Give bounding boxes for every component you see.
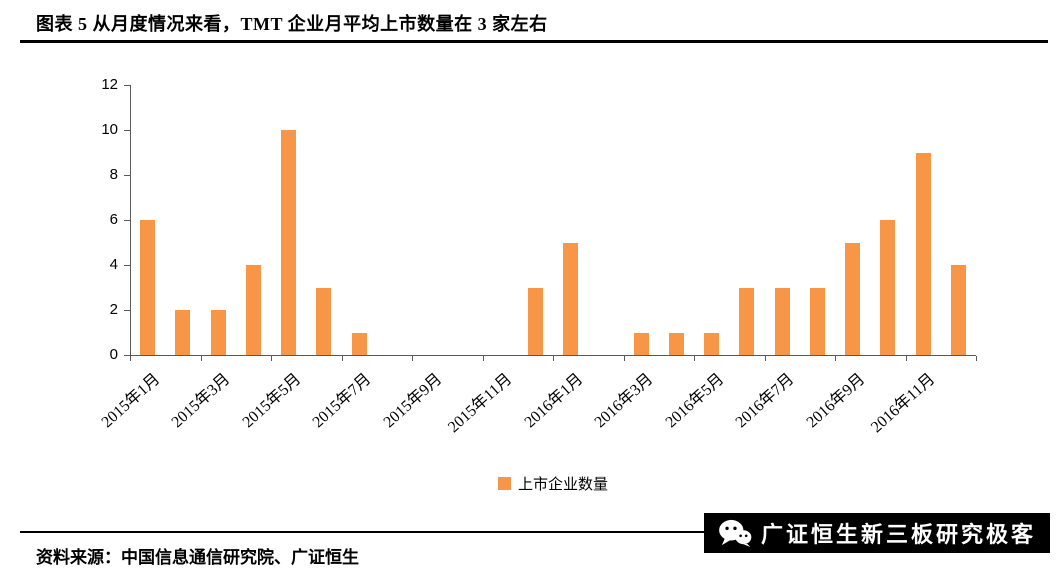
x-axis-tick [764, 356, 766, 361]
y-axis-tick [124, 175, 130, 176]
plot-area [130, 85, 976, 356]
footer-divider [20, 531, 1048, 533]
legend-label: 上市企业数量 [517, 477, 608, 493]
y-axis-label-6: 6 [109, 211, 118, 228]
x-axis-tick [200, 356, 202, 361]
y-axis-label-4: 4 [109, 256, 118, 273]
bar-2015年3月 [210, 310, 226, 355]
chart-legend: 上市企业数量 [130, 473, 976, 494]
y-axis-label-0: 0 [109, 346, 118, 363]
y-axis-tick [124, 265, 130, 266]
y-axis-label-10: 10 [101, 121, 118, 138]
bar-2016年8月 [809, 287, 825, 355]
x-axis-tick [482, 356, 484, 361]
bar-2015年5月 [281, 130, 297, 355]
bar-2016年3月 [633, 332, 649, 355]
source-note: 资料来源：中国信息通信研究院、广证恒生 [36, 548, 359, 567]
x-axis-tick [976, 356, 977, 361]
bar-2016年7月 [774, 287, 790, 355]
watermark-text: 广证恒生新三板研究极客 [760, 522, 1036, 547]
x-axis-tick [553, 356, 554, 361]
bar-chart: 上市企业数量 0 2 4 6 8 10 12 2015年1月 2015年3月 2015年5月 201… [98, 76, 977, 494]
bar-2016年9月 [845, 242, 861, 355]
x-axis-tick [694, 356, 695, 361]
figure-title: 图表 5 从月度情况来看，TMT 企业月平均上市数量在 3 家左右 [36, 14, 548, 34]
legend-swatch [497, 477, 511, 490]
x-axis-tick [905, 356, 907, 361]
bar-2016年5月 [704, 332, 720, 355]
bar-2016年11月 [915, 152, 931, 355]
x-axis-tick [835, 356, 836, 361]
bar-2016年10月 [880, 220, 896, 355]
bar-2016年6月 [739, 287, 755, 355]
x-axis-tick [623, 356, 625, 361]
y-axis-tick [124, 85, 130, 86]
bar-2016年12月 [950, 265, 966, 355]
bar-2016年4月 [668, 332, 684, 355]
bar-2015年6月 [316, 287, 332, 355]
bar-2015年4月 [245, 265, 261, 355]
bar-2015年1月 [140, 220, 156, 355]
bar-2015年2月 [175, 310, 191, 355]
bar-2015年12月 [527, 287, 543, 355]
bar-2015年7月 [351, 332, 367, 355]
watermark-banner: 广证恒生新三板研究极客 [703, 513, 1050, 553]
y-axis-tick [124, 220, 130, 221]
y-axis-label-8: 8 [109, 166, 118, 183]
y-axis-tick [124, 355, 130, 356]
y-axis-label-2: 2 [109, 301, 118, 318]
x-axis-tick [412, 356, 413, 361]
header-divider [20, 40, 1048, 43]
y-axis-tick [124, 310, 130, 311]
wechat-icon [718, 519, 752, 547]
x-axis-tick [130, 356, 131, 361]
y-axis-label-12: 12 [101, 76, 118, 93]
y-axis-tick [124, 130, 130, 131]
x-axis-tick [341, 356, 343, 361]
bar-2016年1月 [563, 242, 579, 355]
x-axis-tick [271, 356, 272, 361]
